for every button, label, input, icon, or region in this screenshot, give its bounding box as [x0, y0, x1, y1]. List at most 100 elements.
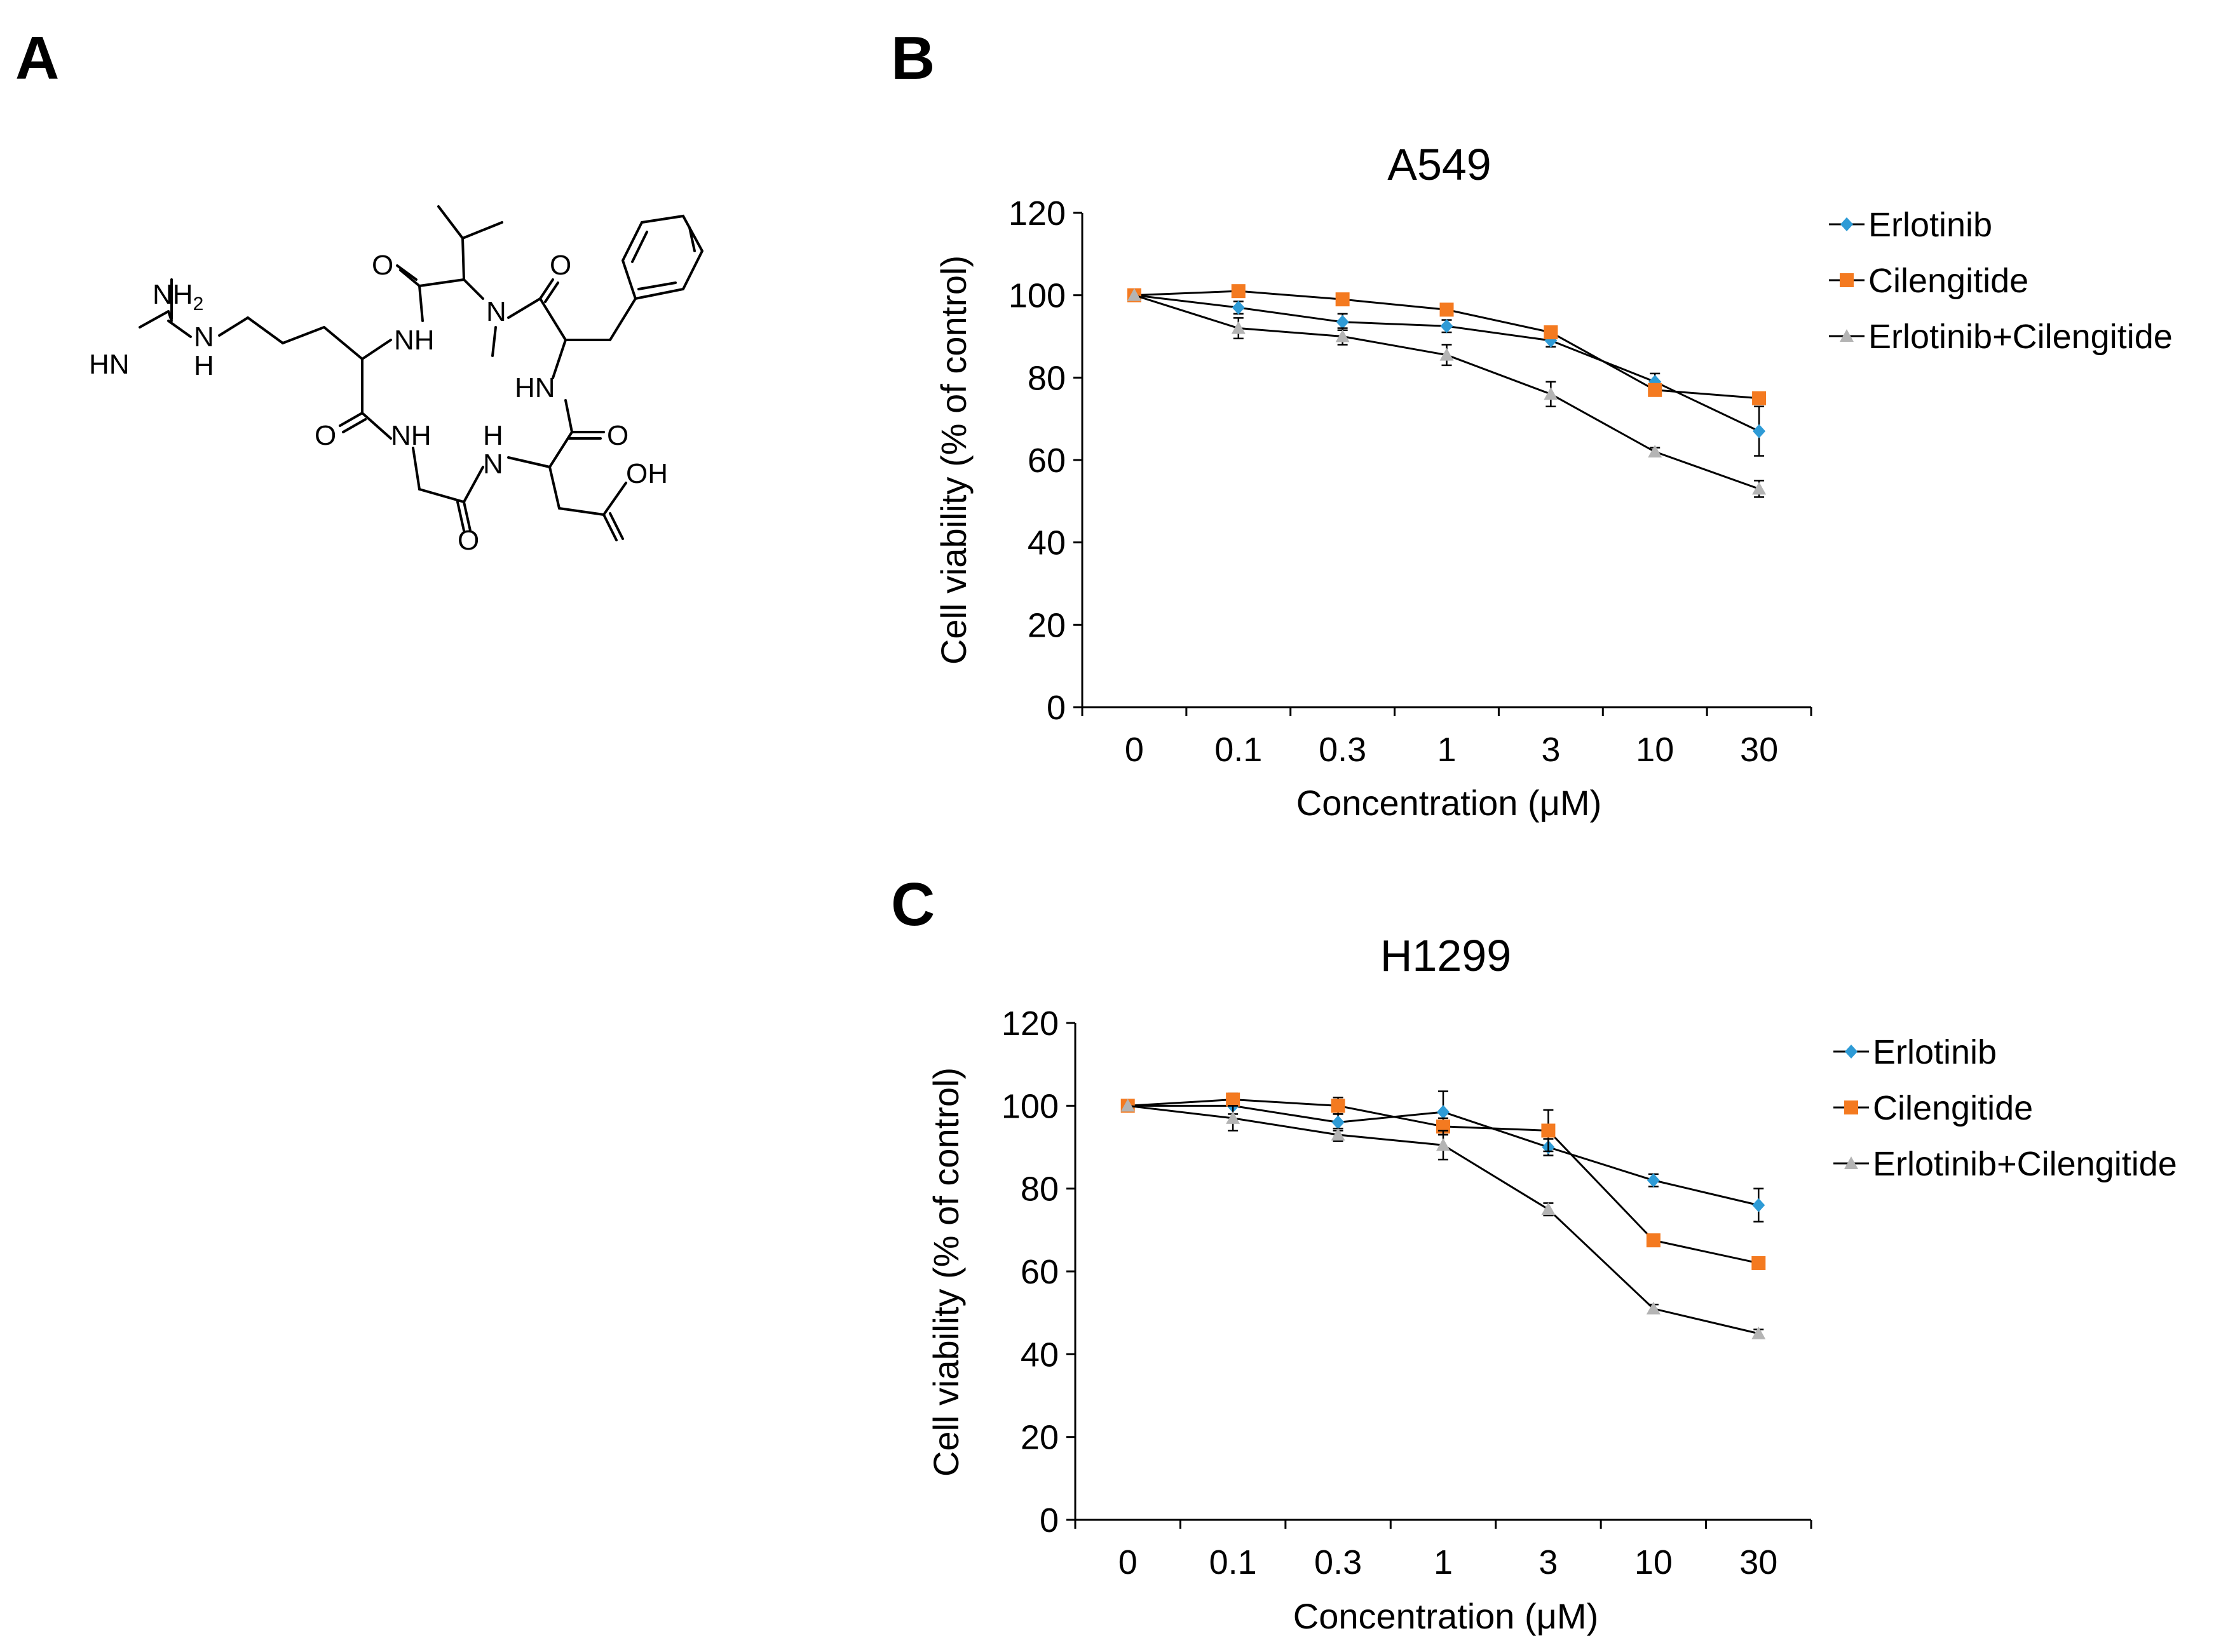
legend: Erlotinib Cilengitide Erlotinib+Cilengitid…	[1833, 1033, 2177, 1183]
atom-nh-top: NH	[394, 325, 435, 356]
atom-n-guanidine: N	[194, 322, 214, 353]
marker-square	[1331, 1099, 1345, 1113]
bond	[396, 264, 418, 281]
bond	[412, 447, 421, 491]
y-tick-label: 40	[1028, 524, 1066, 562]
y-tick-label: 100	[1002, 1087, 1059, 1125]
atom-hn-right: HN	[515, 372, 555, 403]
marker-triangle	[1120, 1099, 1135, 1112]
marker-square	[1544, 325, 1558, 340]
x-tick-label: 0.3	[1319, 731, 1366, 769]
bond	[418, 488, 465, 503]
marker-diamond	[1440, 319, 1453, 334]
marker-diamond	[1331, 1115, 1345, 1130]
y-tick-label: 60	[1021, 1253, 1059, 1291]
y-ticks: 0 20 40 60 80 100 120	[1009, 194, 1082, 727]
bond	[418, 278, 465, 287]
y-tick-label: 20	[1021, 1419, 1059, 1457]
marker-square	[1541, 1123, 1556, 1138]
x-tick-label: 10	[1634, 1543, 1673, 1581]
bond	[548, 466, 560, 510]
series-layer	[1127, 284, 1767, 498]
series-erlotinib-cilengitide	[1120, 1099, 1766, 1339]
x-tick-label: 10	[1636, 731, 1674, 769]
x-tick-label: 0.1	[1209, 1543, 1257, 1581]
marker-square	[1752, 391, 1767, 405]
series-cilengitide	[1127, 284, 1767, 405]
legend-label: Erlotinib+Cilengitide	[1868, 318, 2173, 356]
marker-triangle	[1844, 1156, 1858, 1169]
marker-square	[1335, 292, 1350, 307]
x-tick-label: 30	[1740, 731, 1778, 769]
y-axis-label: Cell viability (% of control)	[926, 1067, 966, 1477]
bond	[167, 320, 192, 338]
bond	[558, 507, 605, 516]
bond	[552, 339, 567, 379]
y-tick-label: 120	[1002, 1005, 1059, 1043]
marker-square	[1840, 273, 1854, 287]
atom-oh: OH	[626, 458, 668, 489]
marker-triangle	[1226, 1111, 1240, 1124]
x-axis-label: Concentration (μM)	[1293, 1596, 1598, 1636]
x-tick-label: 0	[1118, 1543, 1138, 1581]
marker-square	[1648, 383, 1662, 397]
atom-o2: O	[550, 250, 571, 281]
atom-o1: O	[372, 250, 393, 281]
y-tick-label: 60	[1028, 442, 1066, 480]
y-tick-label: 80	[1028, 359, 1066, 397]
x-tick-label: 1	[1434, 1543, 1453, 1581]
bond	[282, 326, 325, 344]
cilengitide-structure: NH2 HN N H O NH N O HN O O NH H N O OH	[89, 205, 704, 556]
atom-n-methyl: N	[486, 296, 506, 327]
bond	[491, 326, 497, 357]
marker-diamond	[1437, 1105, 1450, 1120]
x-ticks: 0 0.1 0.3 1 3 10 30	[1074, 1520, 1812, 1581]
x-tick-label: 3	[1541, 731, 1560, 769]
legend-label: Cilengitide	[1868, 262, 2028, 300]
bond	[548, 431, 573, 468]
bond	[461, 221, 503, 240]
bond	[609, 512, 624, 540]
marker-diamond	[1753, 424, 1766, 438]
chart-title: A549	[1387, 140, 1491, 189]
x-tick-label: 30	[1739, 1543, 1777, 1581]
marker-diamond	[1647, 1173, 1660, 1188]
atom-o5: O	[458, 525, 479, 556]
series-cilengitide	[1120, 1092, 1766, 1270]
bond	[339, 412, 363, 427]
bond	[361, 412, 392, 440]
bond	[463, 466, 484, 503]
y-tick-label: 80	[1021, 1170, 1059, 1209]
marker-triangle	[1541, 1202, 1556, 1215]
panel-label-c: C	[891, 870, 935, 938]
marker-triangle	[1331, 1127, 1345, 1141]
atom-o3: O	[607, 420, 628, 451]
chart-title: H1299	[1380, 931, 1511, 980]
marker-diamond	[1336, 315, 1349, 329]
bond	[463, 501, 472, 532]
marker-diamond	[1232, 301, 1245, 315]
marker-square	[1844, 1100, 1858, 1114]
atom-o4: O	[315, 420, 336, 451]
bond	[602, 513, 618, 541]
bond	[507, 456, 551, 468]
x-tick-label: 3	[1539, 1543, 1558, 1581]
marker-square	[1751, 1256, 1766, 1270]
marker-triangle	[1648, 445, 1662, 458]
bond	[539, 278, 554, 300]
bond	[399, 269, 421, 287]
bond	[139, 310, 170, 328]
bond	[456, 501, 465, 532]
bond	[218, 316, 249, 337]
x-tick-label: 0.1	[1214, 731, 1262, 769]
marker-triangle	[1439, 348, 1454, 361]
bond	[463, 278, 484, 300]
bond	[247, 316, 284, 344]
marker-square	[1231, 284, 1246, 299]
bond	[539, 297, 567, 341]
marker-diamond	[1840, 217, 1853, 231]
panel-label-a: A	[15, 24, 59, 92]
legend-label: Erlotinib+Cilengitide	[1873, 1145, 2177, 1183]
marker-square	[1646, 1233, 1661, 1248]
panel-label-b: B	[891, 24, 935, 92]
